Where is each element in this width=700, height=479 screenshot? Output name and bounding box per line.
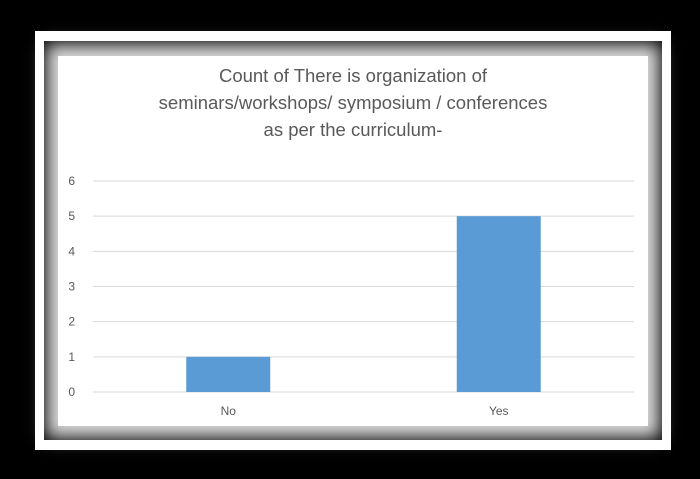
y-tick-label-6: 6 [68, 174, 75, 188]
y-tick-label-1: 1 [68, 350, 75, 364]
y-tick-label-0: 0 [68, 385, 75, 399]
y-tick-label-4: 4 [68, 244, 75, 258]
x-tick-label-no: No [221, 404, 237, 418]
y-tick-label-2: 2 [68, 315, 75, 329]
y-tick-label-5: 5 [68, 209, 75, 223]
x-tick-label-yes: Yes [489, 404, 509, 418]
chart-area: Count of There is organization of semina… [58, 56, 648, 426]
bar-no [186, 356, 271, 392]
bar-yes [456, 216, 541, 392]
chart-title-line-3: as per the curriculum- [263, 119, 443, 140]
chart-title-line-1: Count of There is organization of [218, 65, 488, 86]
bar-chart-plot: 0 1 2 3 4 5 6 No Yes [68, 174, 634, 418]
chart-title: Count of There is organization of semina… [58, 62, 648, 143]
y-tick-label-3: 3 [68, 280, 75, 294]
chart-title-line-2: seminars/workshops/ symposium / conferen… [158, 92, 548, 113]
